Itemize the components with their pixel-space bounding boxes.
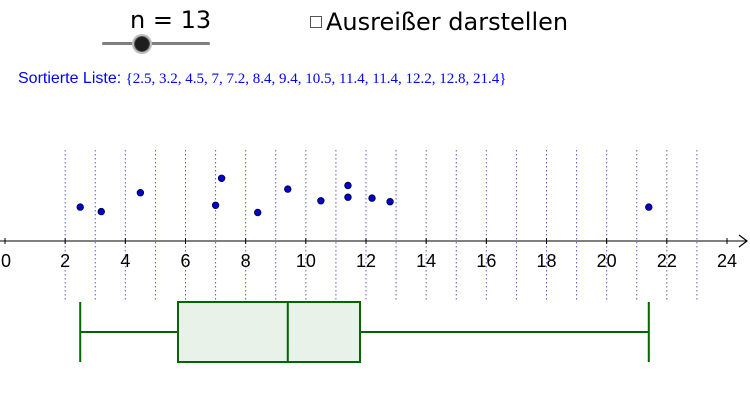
n-slider[interactable] [102,36,210,52]
data-point [254,208,262,217]
x-tick-label: 22 [657,251,677,271]
x-tick-label: 4 [120,251,130,271]
data-point [211,201,220,209]
sorted-list: Sortierte Liste: {2.5, 3.2, 4.5, 7, 7.2,… [18,70,506,88]
x-tick-label: 10 [296,251,316,271]
data-point [76,203,84,211]
x-tick-label: 16 [476,251,496,271]
data-point [645,203,653,211]
grid-lines [64,150,698,300]
slider-knob[interactable] [134,36,150,52]
outlier-toggle[interactable]: Ausreißer darstellen [310,8,568,36]
x-tick-label: 12 [356,251,376,271]
slider-label: n = 13 [130,6,212,34]
sorted-list-values: {2.5, 3.2, 4.5, 7, 7.2, 8.4, 9.4, 10.5, … [125,71,507,87]
x-tick-label: 20 [597,251,617,271]
x-tick-label: 2 [60,251,70,271]
x-tick-label: 0 [1,251,11,271]
data-point [97,207,105,216]
x-tick-label: 6 [180,251,190,271]
sorted-list-label: Sortierte Liste: [18,70,122,87]
data-point [386,197,394,206]
tick-labels: 0 2 4 6 8 10 12 14 16 18 20 22 24 [1,238,737,271]
data-point [217,174,226,182]
data-points [76,174,653,217]
outlier-checkbox-label[interactable]: Ausreißer darstellen [326,8,569,36]
x-tick-label: 18 [536,251,556,271]
data-point [344,181,352,190]
data-point [317,197,325,205]
data-point [368,194,376,202]
data-point [136,188,145,197]
x-tick-label: 8 [241,251,251,271]
x-axis [0,234,748,248]
boxplot [79,301,650,363]
box-iqr [176,301,361,363]
slider-track[interactable] [102,42,210,45]
outlier-checkbox[interactable] [310,16,322,28]
x-tick-label: 14 [416,251,436,271]
x-tick-label: 24 [717,251,737,271]
data-point [344,193,352,201]
x-axis-arrow [738,234,748,248]
data-point [284,185,292,193]
